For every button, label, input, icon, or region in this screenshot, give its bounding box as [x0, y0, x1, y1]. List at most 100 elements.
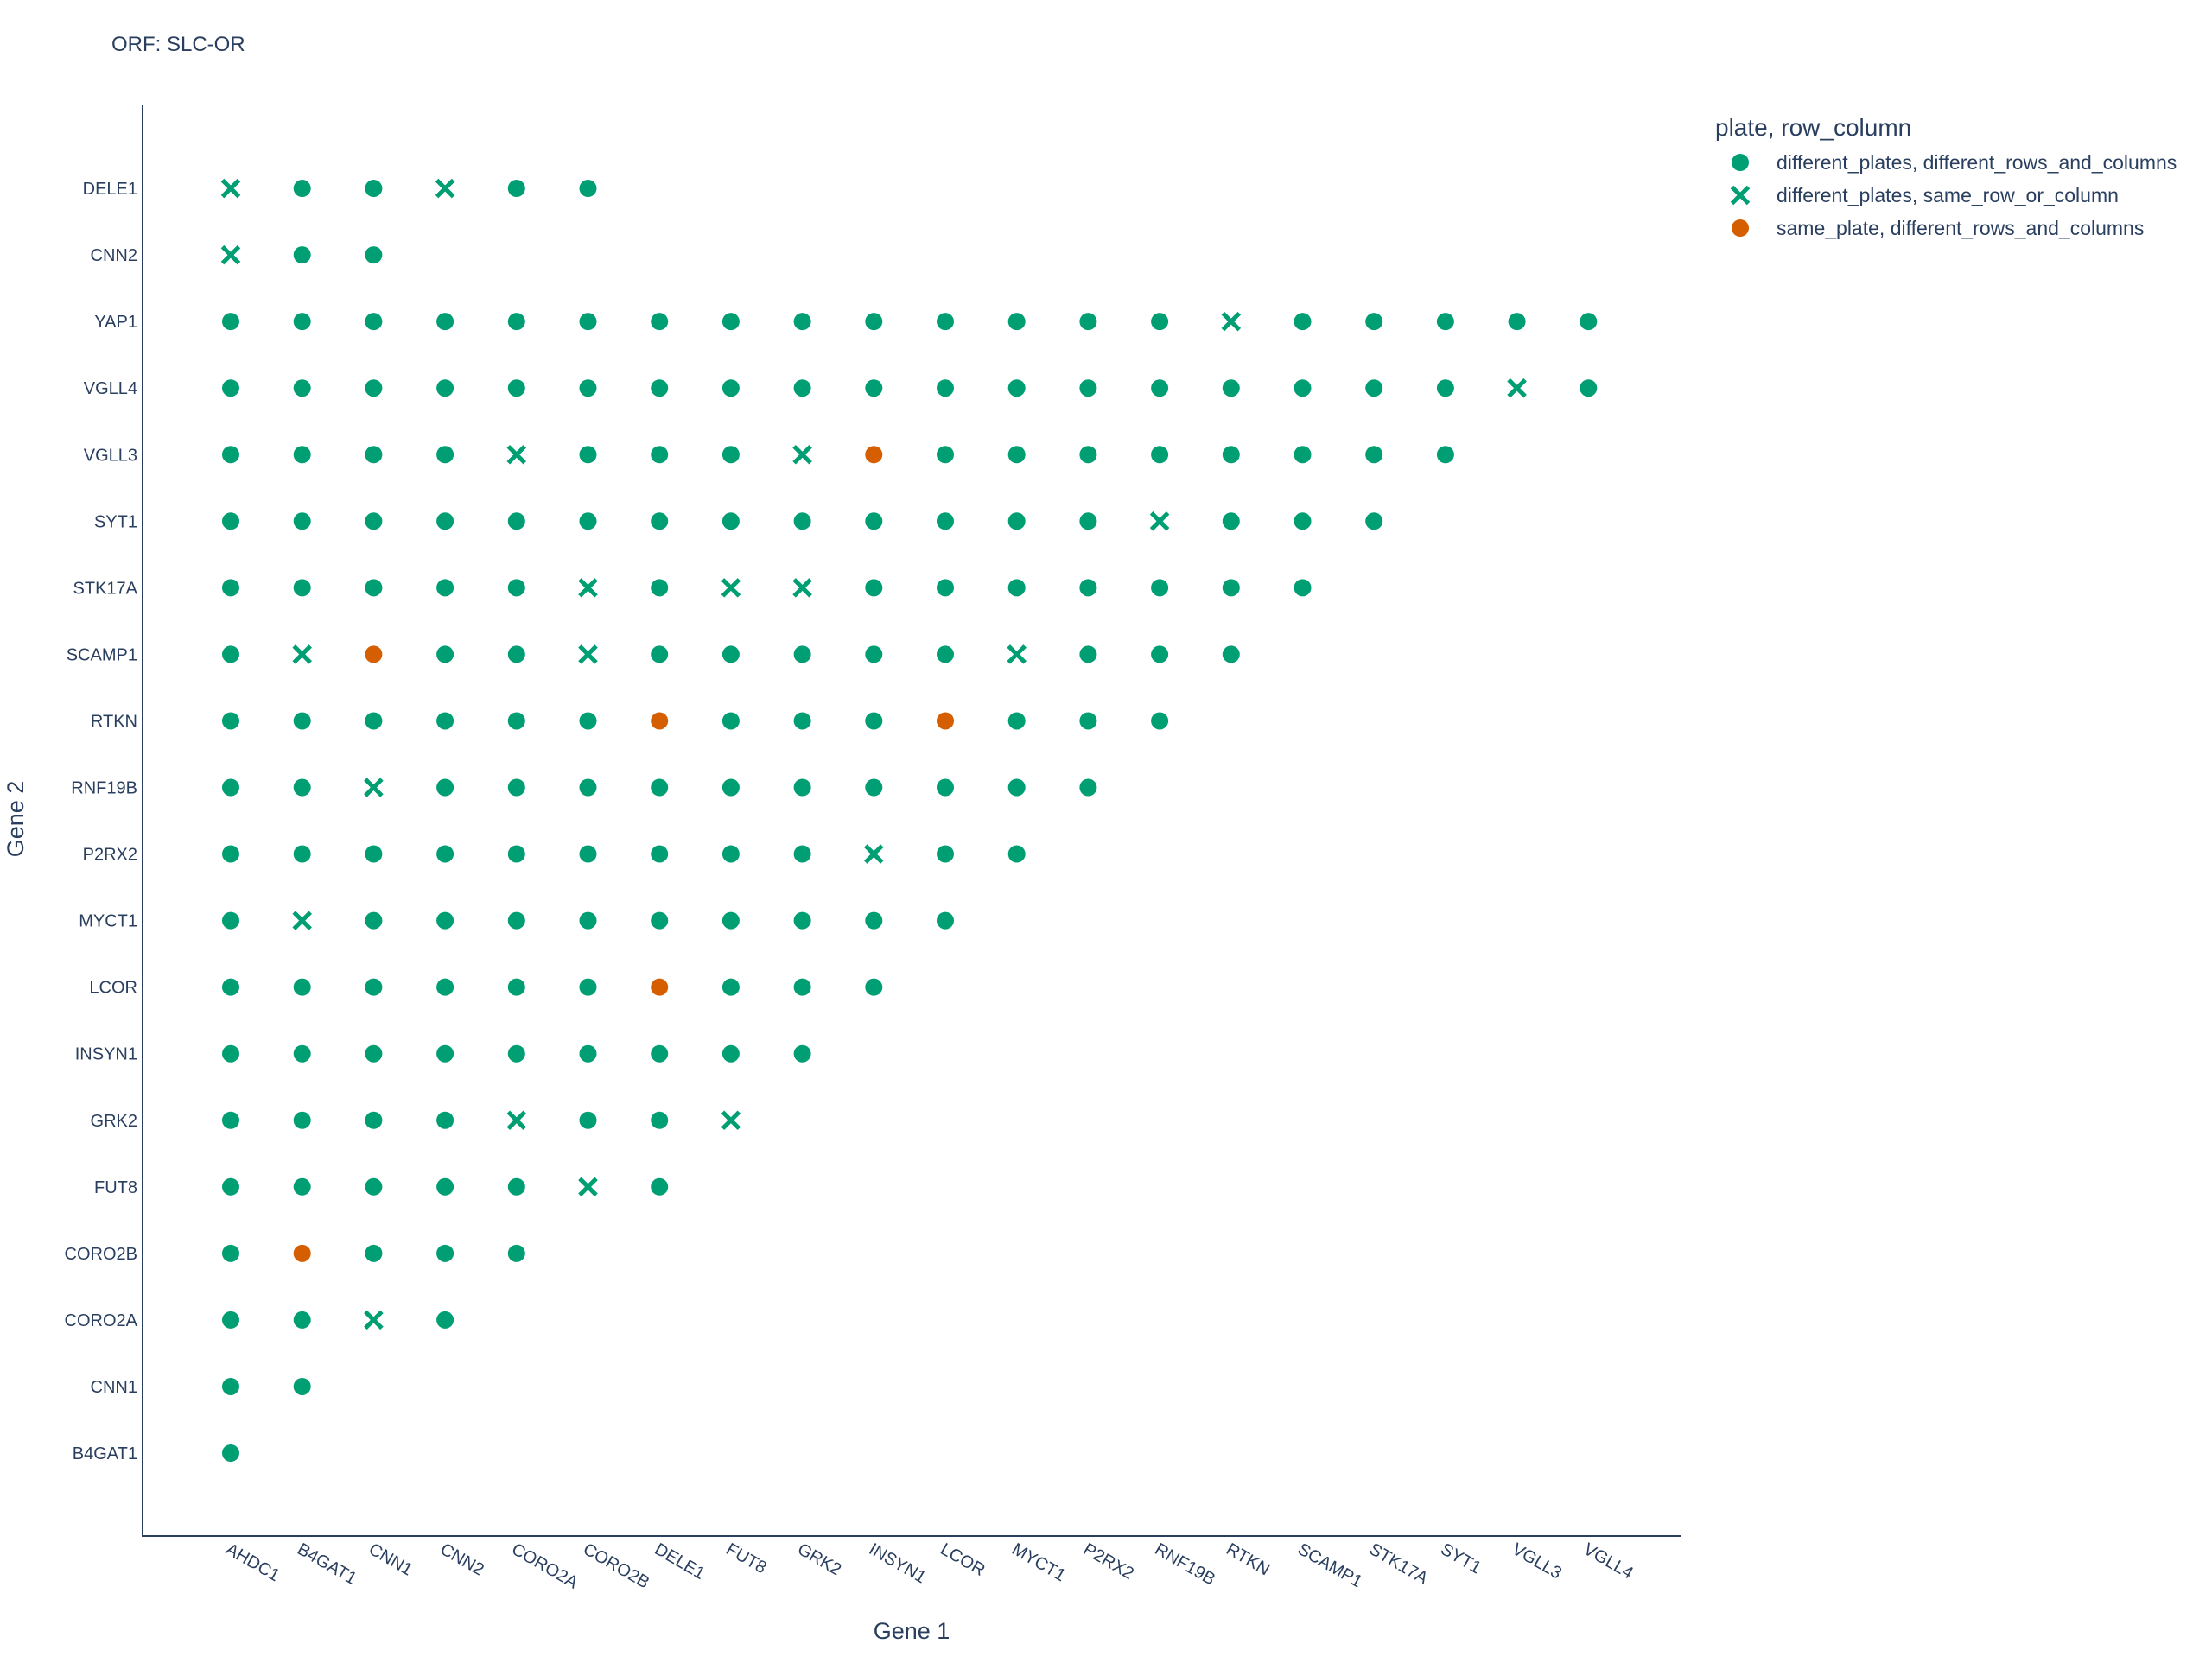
marker-dot [436, 978, 454, 996]
marker-dot [579, 379, 597, 397]
marker-dot [651, 379, 669, 397]
marker-dot [436, 1311, 454, 1329]
marker-dot [222, 978, 239, 996]
marker-dot [436, 579, 454, 597]
marker-dot [865, 911, 883, 930]
marker-dot [579, 712, 597, 730]
marker-dot [222, 379, 239, 397]
marker-dot [436, 446, 454, 464]
marker-dot [865, 379, 883, 397]
marker-x [792, 444, 812, 465]
marker-dot [579, 778, 597, 797]
marker-dot [365, 1111, 383, 1129]
y-tick-label: B4GAT1 [73, 1444, 137, 1463]
marker-dot [436, 1111, 454, 1129]
marker-dot [793, 512, 811, 530]
marker-dot [436, 379, 454, 397]
x-tick-label: P2RX2 [1080, 1539, 1137, 1584]
marker-dot [865, 778, 883, 797]
x-tick-label: FUT8 [722, 1539, 769, 1577]
marker-dot [1436, 313, 1454, 331]
x-tick-label: CNN1 [365, 1539, 416, 1579]
legend-item[interactable]: different_plates, same_row_or_column [1730, 184, 2119, 206]
marker-x [220, 244, 241, 265]
marker-dot [436, 1177, 454, 1196]
legend-item[interactable]: same_plate, different_rows_and_columns [1732, 217, 2144, 239]
y-tick-label: YAP1 [94, 313, 137, 332]
marker-x [1149, 511, 1170, 531]
marker-dot [365, 1244, 383, 1262]
marker-dot [793, 712, 811, 730]
legend-item-label: different_plates, same_row_or_column [1777, 184, 2119, 206]
marker-dot [1079, 579, 1097, 597]
marker-dot [436, 645, 454, 663]
marker-x [1221, 311, 1242, 332]
marker-dot [1151, 712, 1169, 730]
marker-dot [651, 1044, 669, 1063]
marker-dot [222, 446, 239, 464]
marker-dot [1580, 379, 1598, 397]
marker-dot [507, 512, 525, 530]
x-tick-label: VGLL3 [1509, 1539, 1565, 1583]
marker-dot [865, 712, 883, 730]
marker-dot [1580, 313, 1598, 331]
marker-x [1507, 378, 1527, 398]
marker-dot [1222, 379, 1240, 397]
marker-dot [293, 778, 311, 797]
marker-dot [507, 845, 525, 863]
marker-dot [222, 1377, 239, 1395]
marker-dot [365, 379, 383, 397]
x-tick-label: CORO2B [580, 1539, 652, 1592]
marker-x [578, 644, 598, 664]
marker-dot [1007, 313, 1026, 331]
marker-dot [507, 1244, 525, 1262]
marker-x [721, 1110, 741, 1131]
y-tick-labels: B4GAT1 CNN1 CORO2A CORO2B FUT8 GRK2 INSYN1 LCOR… [65, 180, 138, 1463]
x-tick-label: SYT1 [1437, 1539, 1484, 1577]
marker-dot [293, 512, 311, 530]
marker-dot [865, 579, 883, 597]
marker-dot [507, 712, 525, 730]
marker-dot [937, 911, 954, 930]
marker-dot [721, 845, 740, 863]
marker-dot [222, 645, 239, 663]
marker-dot [365, 180, 383, 198]
marker-dot [1079, 645, 1097, 663]
x-tick-label: INSYN1 [866, 1539, 930, 1587]
marker-dot [365, 1177, 383, 1196]
marker-dot [651, 579, 669, 597]
y-tick-label: SYT1 [94, 512, 137, 531]
marker-dot [507, 180, 525, 198]
y-tick-label: GRK2 [91, 1112, 137, 1131]
legend-item-label: same_plate, different_rows_and_columns [1777, 217, 2144, 239]
marker-dot [579, 180, 597, 198]
marker-dot [793, 845, 811, 863]
marker-x [792, 578, 812, 598]
marker-dot [865, 645, 883, 663]
legend-marker-icon [1730, 185, 1751, 206]
marker-x [506, 444, 527, 465]
y-axis-title: Gene 2 [3, 781, 29, 858]
marker-dot [721, 911, 740, 930]
x-tick-label: CNN2 [437, 1539, 487, 1579]
y-tick-label: P2RX2 [83, 846, 137, 865]
legend-item[interactable]: different_plates, different_rows_and_col… [1732, 151, 2177, 174]
y-tick-label: VGLL4 [84, 379, 137, 398]
marker-dot [1436, 379, 1454, 397]
marker-dot [793, 778, 811, 797]
marker-dot [651, 446, 669, 464]
marker-dot [1079, 778, 1097, 797]
marker-dot [436, 911, 454, 930]
x-tick-label: DELE1 [652, 1539, 709, 1584]
marker-orange-dot [651, 978, 669, 996]
y-tick-label: MYCT1 [79, 912, 137, 931]
marker-dot [222, 845, 239, 863]
y-tick-label: LCOR [89, 979, 137, 998]
x-tick-label: STK17A [1366, 1539, 1432, 1589]
marker-dot [1222, 446, 1240, 464]
x-tick-label: RNF19B [1152, 1539, 1218, 1589]
marker-dot [293, 845, 311, 863]
marker-dot [937, 645, 954, 663]
marker-dot [1294, 379, 1312, 397]
marker-dot [365, 579, 383, 597]
